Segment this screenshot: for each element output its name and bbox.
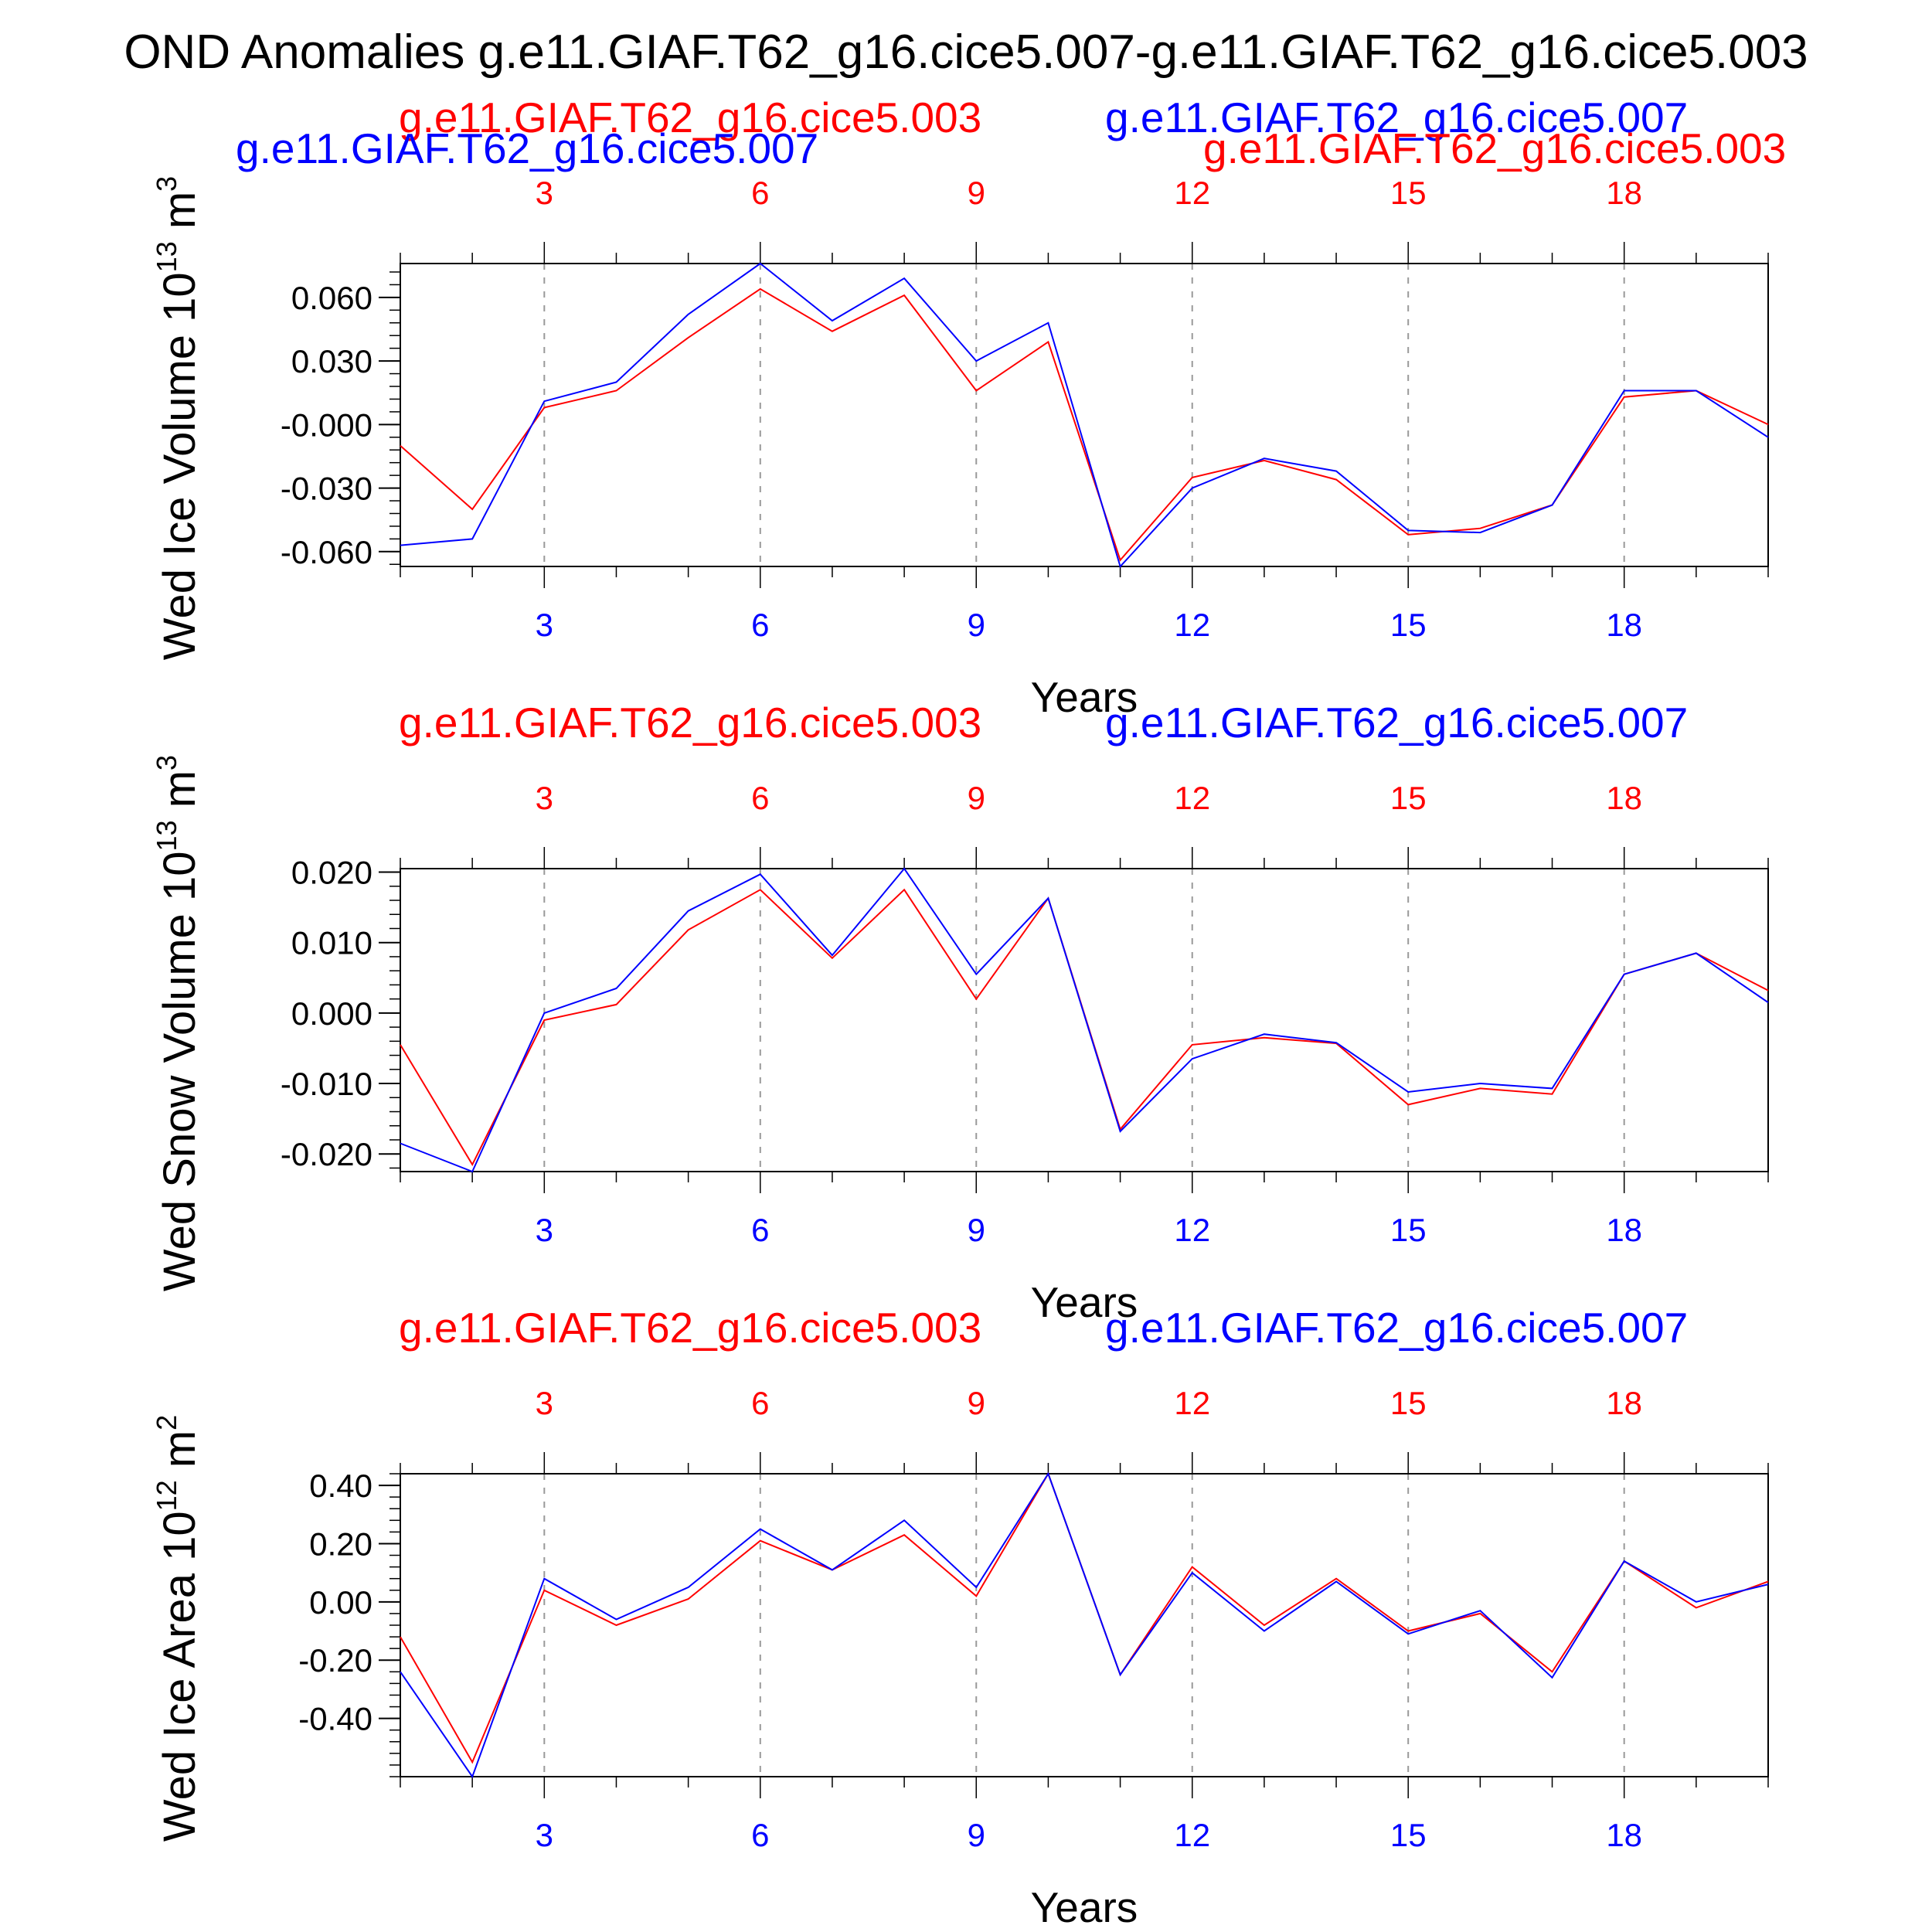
chart-panel-3: 0.40 0.20 0.00 -0.20 -0.40 3 3 6 6 9 9 12 12 15 15 18 18… [151,1304,1769,1931]
x-tick-label-bottom: 6 [751,1212,769,1248]
x-tick-label-top: 9 [968,1385,985,1421]
y-tick-label: -0.030 [281,471,372,507]
x-tick-label-top: 3 [536,1385,553,1421]
series-line-cice5-007 [400,867,1769,1173]
x-tick-label-top: 12 [1174,1385,1210,1421]
x-tick-label-top: 18 [1606,175,1642,211]
x-tick-label-top: 15 [1390,175,1427,211]
chart-panel-1: 0.060 0.030 -0.000 -0.030 -0.060 3 3 6 6 9 9 12 12 15… [151,94,1786,721]
x-tick-label-bottom: 12 [1174,607,1210,643]
x-tick-label-top: 3 [536,780,553,816]
x-tick-label-top: 9 [968,780,985,816]
y-tick-label: 0.060 [291,280,372,316]
x-tick-label-top: 9 [968,175,985,211]
y-tick-label: 0.010 [291,925,372,961]
x-tick-label-bottom: 9 [968,1817,985,1853]
figure-title: OND Anomalies g.e11.GIAF.T62_g16.cice5.0… [124,26,1808,79]
series-line-cice5-003 [400,1471,1769,1764]
y-tick-label: -0.000 [281,406,372,443]
x-tick-label-bottom: 12 [1174,1212,1210,1248]
x-tick-label-top: 15 [1390,1385,1427,1421]
y-tick-label: 0.00 [309,1584,372,1621]
y-axis-label: Wed Ice Volume 1013 m3 [151,176,205,660]
x-tick-label-bottom: 15 [1390,607,1427,643]
series-line-cice5-007 [400,1471,1769,1779]
x-tick-label-bottom: 18 [1606,607,1642,643]
y-axis-label: Wed Ice Area 1012 m2 [151,1415,205,1842]
y-tick-label: 0.20 [309,1526,372,1562]
series-line-cice5-003 [400,888,1769,1166]
legend-case-red: g.e11.GIAF.T62_g16.cice5.003 [399,94,981,141]
x-axis-label: Years [1031,1278,1138,1326]
legend-case-red: g.e11.GIAF.T62_g16.cice5.003 [399,1304,981,1352]
legend-case-red-right: g.e11.GIAF.T62_g16.cice5.003 [1203,124,1786,172]
x-tick-label-bottom: 3 [536,1212,553,1248]
legend-case-blue: g.e11.GIAF.T62_g16.cice5.007 [1105,699,1688,747]
legend-case-blue-left: g.e11.GIAF.T62_g16.cice5.007 [236,124,818,172]
plot-frame [400,263,1769,567]
x-tick-label-bottom: 3 [536,1817,553,1853]
y-axis-label: Wed Snow Volume 1013 m3 [151,755,205,1291]
x-tick-label-top: 6 [751,1385,769,1421]
plot-frame [400,868,1769,1172]
x-tick-label-bottom: 9 [968,1212,985,1248]
x-tick-label-top: 12 [1174,175,1210,211]
x-axis-label: Years [1031,673,1138,721]
legend-case-blue: g.e11.GIAF.T62_g16.cice5.007 [1105,1304,1688,1352]
x-tick-label-bottom: 15 [1390,1817,1427,1853]
y-tick-label: 0.030 [291,343,372,379]
x-tick-label-top: 18 [1606,780,1642,816]
y-tick-label: -0.060 [281,534,372,570]
y-tick-label: -0.40 [298,1701,372,1737]
plot-frame [400,1473,1769,1777]
panels: 0.060 0.030 -0.000 -0.030 -0.060 3 3 6 6 9 9 12 12 15… [151,94,1786,1931]
y-tick-label: -0.20 [298,1642,372,1679]
x-tick-label-top: 12 [1174,780,1210,816]
series-line-cice5-007 [400,262,1769,568]
y-tick-label: 0.000 [291,995,372,1032]
x-tick-label-top: 6 [751,780,769,816]
x-tick-label-bottom: 6 [751,1817,769,1853]
x-tick-label-top: 18 [1606,1385,1642,1421]
x-axis-label: Years [1031,1883,1138,1931]
y-tick-label: 0.020 [291,855,372,891]
x-tick-label-top: 6 [751,175,769,211]
y-tick-label: -0.010 [281,1066,372,1102]
legend-case-red: g.e11.GIAF.T62_g16.cice5.003 [399,699,981,747]
x-tick-label-bottom: 18 [1606,1212,1642,1248]
x-tick-label-top: 15 [1390,780,1427,816]
x-tick-label-bottom: 9 [968,607,985,643]
x-tick-label-bottom: 15 [1390,1212,1427,1248]
x-tick-label-bottom: 3 [536,607,553,643]
y-tick-label: -0.020 [281,1136,372,1172]
x-tick-label-bottom: 12 [1174,1817,1210,1853]
x-tick-label-bottom: 6 [751,607,769,643]
chart-panel-2: 0.020 0.010 0.000 -0.010 -0.020 3 3 6 6 9 9 12 12 15 1… [151,699,1769,1326]
series-line-cice5-003 [400,287,1769,562]
x-tick-label-top: 3 [536,175,553,211]
y-tick-label: 0.40 [309,1468,372,1504]
legend-case-blue: g.e11.GIAF.T62_g16.cice5.007 [1105,94,1688,141]
x-tick-label-bottom: 18 [1606,1817,1642,1853]
